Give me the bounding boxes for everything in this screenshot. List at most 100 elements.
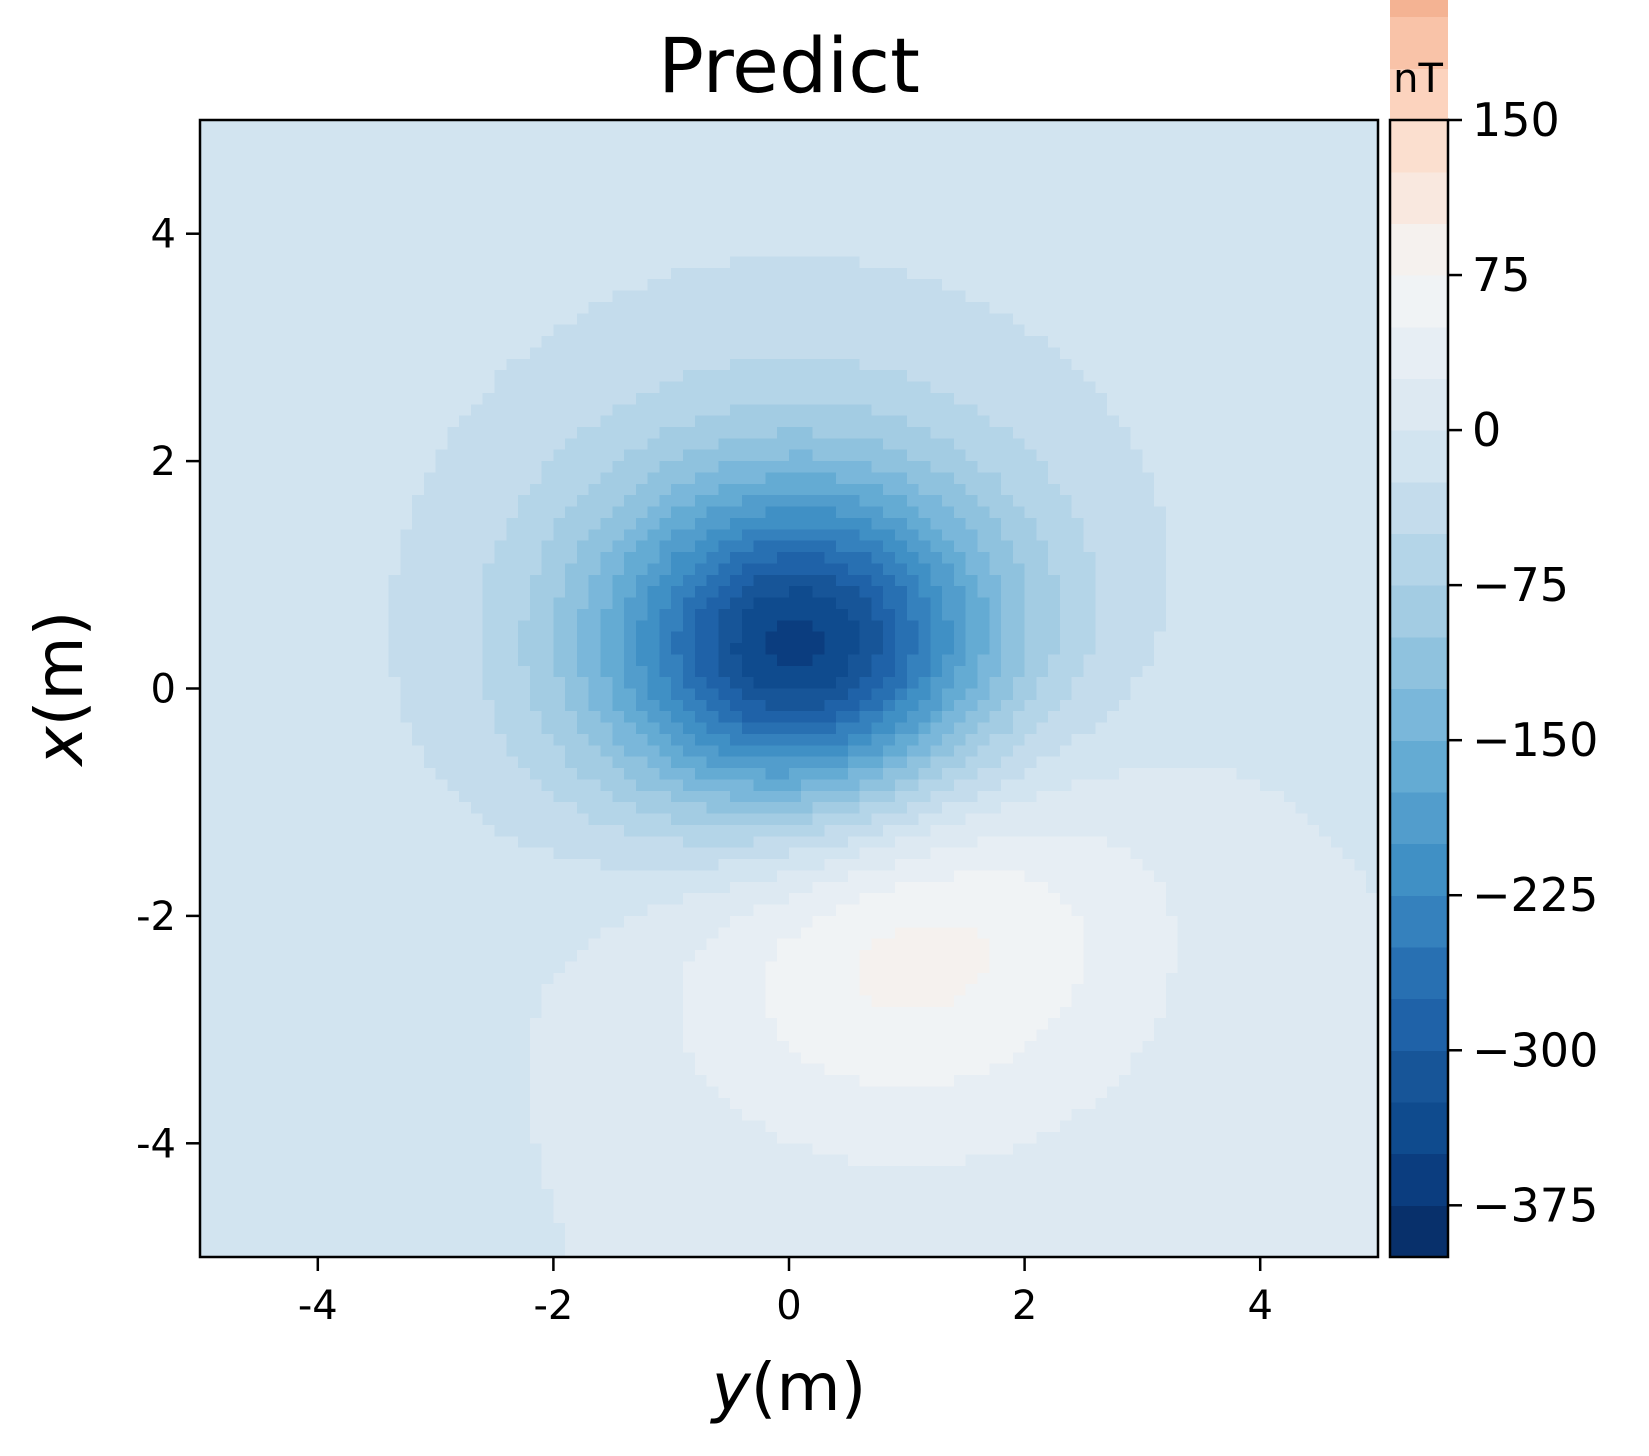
- contour-cell: [918, 643, 932, 656]
- contour-cell: [635, 404, 649, 417]
- contour-cell: [588, 267, 602, 280]
- contour-cell: [435, 279, 449, 292]
- contour-cell: [836, 336, 849, 349]
- contour-cell: [741, 279, 755, 292]
- contour-cell: [565, 472, 578, 485]
- contour-cell: [1024, 154, 1038, 167]
- contour-cell: [482, 120, 496, 133]
- contour-cell: [895, 631, 908, 644]
- contour-cell: [258, 290, 272, 303]
- contour-cell: [423, 597, 437, 610]
- contour-cell: [1283, 597, 1297, 610]
- contour-cell: [1354, 267, 1368, 280]
- contour-cell: [612, 665, 625, 678]
- contour-cell: [553, 552, 566, 565]
- contour-cell: [847, 620, 861, 633]
- contour-cell: [836, 392, 849, 406]
- contour-cell: [353, 142, 366, 155]
- contour-cell: [1307, 358, 1320, 371]
- contour-cell: [282, 290, 296, 303]
- contour-cell: [1201, 347, 1214, 360]
- contour-cell: [1248, 131, 1261, 144]
- contour-cell: [906, 279, 920, 292]
- contour-cell: [600, 404, 614, 417]
- contour-cell: [730, 552, 743, 565]
- contour-cell: [730, 392, 743, 406]
- contour-cell: [247, 313, 260, 326]
- contour-cell: [671, 620, 684, 633]
- contour-cell: [482, 131, 496, 144]
- contour-cell: [930, 517, 943, 531]
- contour-cell: [1130, 643, 1144, 656]
- contour-cell: [1271, 563, 1285, 576]
- contour-cell: [1048, 517, 1061, 531]
- contour-cell: [541, 370, 555, 383]
- contour-cell: [482, 176, 496, 190]
- contour-cell: [223, 347, 237, 360]
- contour-cell: [1095, 279, 1108, 292]
- contour-cell: [753, 483, 767, 497]
- contour-cell: [223, 301, 237, 315]
- contour-cell: [1130, 574, 1144, 587]
- contour-cell: [1330, 188, 1344, 201]
- contour-cell: [376, 552, 390, 565]
- contour-cell: [883, 381, 896, 394]
- contour-cell: [671, 120, 684, 133]
- contour-cell: [883, 347, 896, 360]
- contour-cell: [1366, 563, 1378, 576]
- contour-cell: [741, 483, 755, 497]
- contour-cell: [918, 677, 932, 690]
- contour-cell: [895, 506, 908, 519]
- contour-cell: [965, 404, 979, 417]
- contour-cell: [1048, 358, 1061, 371]
- contour-cell: [847, 199, 861, 212]
- contour-cell: [317, 154, 331, 167]
- contour-cell: [470, 267, 484, 280]
- contour-cell: [612, 256, 625, 269]
- contour-cell: [200, 222, 213, 235]
- contour-cell: [1059, 654, 1073, 667]
- contour-cell: [824, 267, 837, 280]
- contour-cell: [470, 461, 484, 474]
- contour-cell: [847, 267, 861, 280]
- contour-cell: [741, 154, 755, 167]
- contour-cell: [541, 461, 555, 474]
- contour-cell: [1107, 563, 1120, 576]
- contour-cell: [753, 347, 767, 360]
- contour-cell: [1083, 597, 1097, 610]
- contour-cell: [682, 290, 696, 303]
- contour-cell: [871, 290, 885, 303]
- contour-cell: [600, 165, 614, 178]
- contour-cell: [376, 176, 390, 190]
- contour-cell: [459, 279, 472, 292]
- contour-cell: [1189, 188, 1203, 201]
- contour-cell: [341, 631, 354, 644]
- contour-cell: [989, 438, 1002, 451]
- contour-cell: [518, 142, 531, 155]
- contour-cell: [1342, 120, 1356, 133]
- contour-cell: [364, 120, 378, 133]
- contour-cell: [1048, 176, 1061, 190]
- contour-cell: [1201, 597, 1214, 610]
- contour-cell: [977, 279, 991, 292]
- contour-cell: [895, 643, 908, 656]
- contour-cell: [1118, 483, 1132, 497]
- contour-cell: [412, 279, 425, 292]
- contour-cell: [753, 154, 767, 167]
- contour-cell: [447, 461, 460, 474]
- contour-cell: [682, 233, 696, 246]
- contour-cell: [789, 120, 802, 133]
- contour-cell: [871, 279, 885, 292]
- contour-cell: [258, 620, 272, 633]
- contour-cell: [953, 165, 967, 178]
- contour-cell: [1236, 176, 1250, 190]
- contour-cell: [282, 643, 296, 656]
- contour-cell: [553, 404, 566, 417]
- contour-cell: [1118, 233, 1132, 246]
- contour-cell: [871, 563, 885, 576]
- contour-cell: [576, 472, 590, 485]
- contour-cell: [412, 426, 425, 440]
- contour-cell: [836, 540, 849, 553]
- contour-cell: [647, 665, 661, 678]
- contour-cell: [518, 563, 531, 576]
